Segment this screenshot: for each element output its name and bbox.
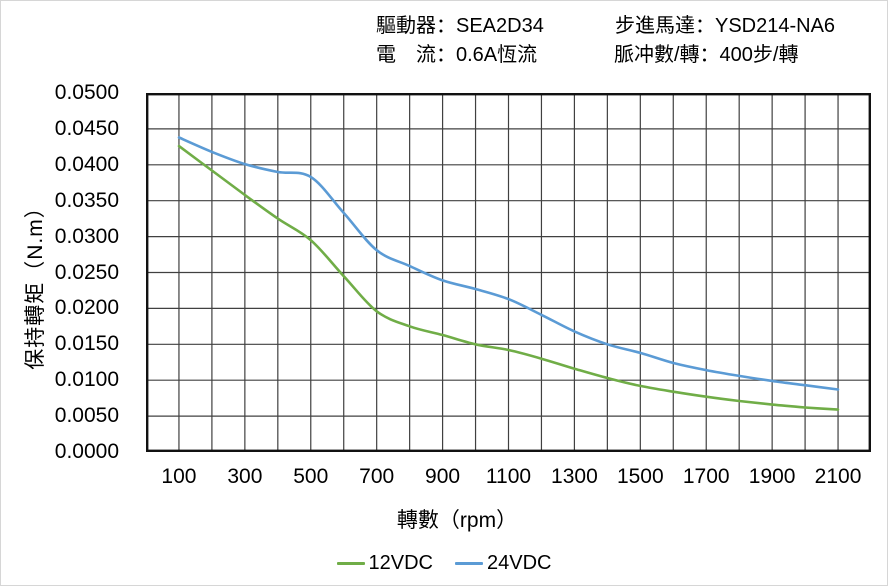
x-tick-label: 900 bbox=[425, 465, 461, 488]
y-tick-label: 0.0000 bbox=[54, 440, 119, 463]
legend-swatch-12vdc bbox=[336, 561, 365, 565]
x-tick-label: 100 bbox=[161, 465, 197, 488]
y-tick-label: 0.0350 bbox=[54, 188, 119, 212]
header-driver: 驅動器：SEA2D34 bbox=[376, 15, 544, 37]
y-tick-label: 0.0450 bbox=[54, 116, 119, 140]
legend: 12VDC 24VDC bbox=[1, 550, 887, 576]
x-tick-label: 1300 bbox=[551, 465, 598, 488]
x-tick-label: 500 bbox=[293, 465, 329, 488]
y-tick-label: 0.0100 bbox=[54, 368, 119, 392]
legend-item-12vdc: 12VDC bbox=[336, 551, 433, 575]
x-tick-label: 1900 bbox=[748, 465, 796, 488]
header-pulses-per-rev: 脈冲數/轉：400步/轉 bbox=[614, 44, 799, 66]
y-tick-label: 0.0500 bbox=[54, 81, 119, 104]
x-tick-label: 2100 bbox=[814, 465, 862, 488]
series-line-12vdc bbox=[177, 144, 840, 411]
x-tick-label: 300 bbox=[227, 465, 263, 488]
y-tick-label: 0.0250 bbox=[54, 260, 119, 284]
header-current: 電 流：0.6A恆流 bbox=[376, 44, 538, 66]
x-tick-label: 1100 bbox=[485, 465, 532, 488]
legend-label-12vdc: 12VDC bbox=[368, 552, 433, 574]
y-tick-label: 0.0150 bbox=[54, 332, 119, 356]
y-tick-label: 0.0300 bbox=[54, 224, 119, 248]
legend-label-24vdc: 24VDC bbox=[487, 552, 552, 574]
header-motor: 步進馬達：YSD214-NA6 bbox=[615, 15, 836, 37]
x-axis-title: 轉數（rpm） bbox=[396, 509, 518, 532]
plot-area bbox=[146, 93, 871, 452]
x-tick-label: 1700 bbox=[682, 465, 730, 488]
series-line-24vdc bbox=[177, 136, 840, 391]
x-tick-label: 1500 bbox=[616, 465, 664, 488]
y-tick-label: 0.0200 bbox=[54, 296, 119, 320]
y-tick-label: 0.0050 bbox=[54, 404, 119, 428]
legend-item-24vdc: 24VDC bbox=[455, 551, 551, 575]
legend-swatch-24vdc bbox=[455, 561, 483, 565]
x-tick-label: 700 bbox=[359, 465, 395, 488]
y-tick-label: 0.0400 bbox=[54, 152, 119, 176]
